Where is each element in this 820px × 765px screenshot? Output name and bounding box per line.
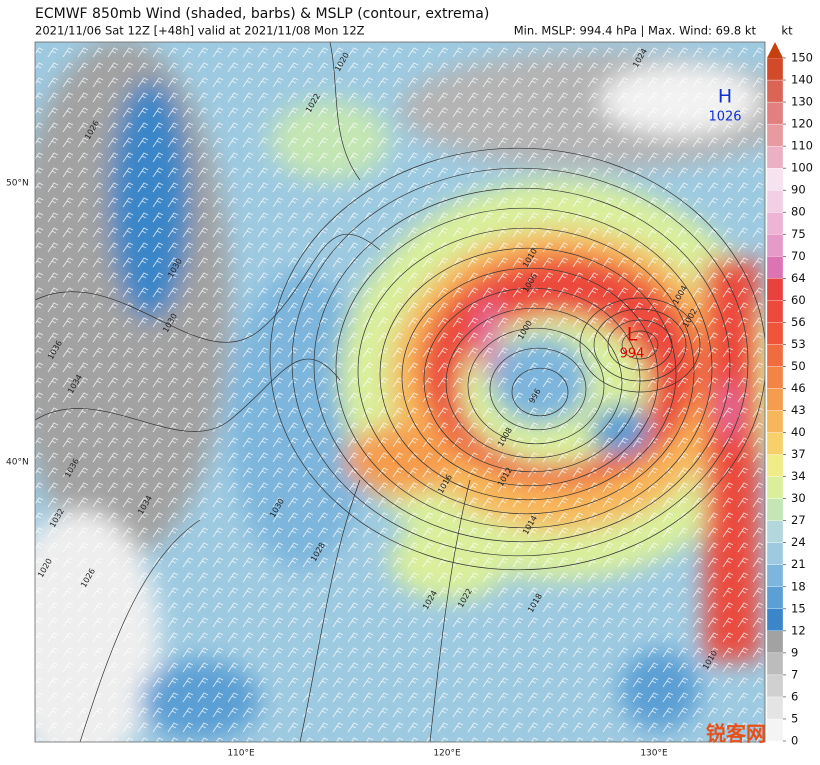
colorbar-bin bbox=[766, 454, 784, 477]
colorbar-label: 40 bbox=[791, 425, 806, 439]
isobar bbox=[511, 367, 569, 417]
colorbar-label: 27 bbox=[791, 513, 806, 527]
colorbar-label: 120 bbox=[791, 117, 813, 131]
colorbar-label: 60 bbox=[791, 293, 806, 307]
isobar bbox=[579, 297, 701, 393]
colorbar-bin bbox=[766, 278, 784, 301]
colorbar-label: 12 bbox=[791, 623, 806, 637]
isobar bbox=[379, 247, 677, 501]
colorbar-bin bbox=[766, 410, 784, 433]
colorbar-label: 30 bbox=[791, 491, 806, 505]
colorbar-bin bbox=[766, 190, 784, 213]
colorbar-label: 24 bbox=[791, 535, 806, 549]
colorbar-bin bbox=[766, 366, 784, 389]
colorbar-bin bbox=[766, 674, 784, 698]
isobar bbox=[593, 308, 687, 382]
colorbar-label: 80 bbox=[791, 205, 806, 219]
title: ECMWF 850mb Wind (shaded, barbs) & MSLP … bbox=[35, 6, 489, 22]
colorbar-label: 53 bbox=[791, 337, 806, 351]
colorbar-label: 37 bbox=[791, 447, 806, 461]
watermark: 锐客网 bbox=[706, 722, 766, 746]
low-symbol: L bbox=[627, 324, 638, 346]
colorbar-label: 5 bbox=[791, 711, 798, 725]
high-symbol: H bbox=[718, 86, 732, 108]
colorbar-bin bbox=[766, 542, 784, 565]
colorbar-label: 75 bbox=[791, 227, 806, 241]
colorbar-label: 34 bbox=[791, 469, 806, 483]
colorbar-bin bbox=[766, 212, 784, 235]
colorbar-bin bbox=[766, 696, 784, 720]
isobar bbox=[621, 330, 659, 360]
colorbar-label: 64 bbox=[791, 271, 806, 285]
colorbar-label: 21 bbox=[791, 557, 806, 571]
colorbar-label: 0 bbox=[791, 734, 798, 748]
colorbar-bin bbox=[766, 79, 784, 103]
colorbar-bin bbox=[766, 564, 784, 587]
isobar bbox=[269, 147, 765, 571]
colorbar-bin bbox=[766, 322, 784, 345]
high-value: 1026 bbox=[708, 110, 741, 125]
colorbar-label: 43 bbox=[791, 403, 806, 417]
colorbar-label: 18 bbox=[791, 579, 806, 593]
colorbar-bin bbox=[766, 476, 784, 499]
colorbar-label: 46 bbox=[791, 381, 806, 395]
colorbar-bin bbox=[766, 608, 784, 631]
colorbar-bin bbox=[766, 145, 784, 169]
low-value: 994 bbox=[620, 347, 645, 362]
stats: Min. MSLP: 994.4 hPa | Max. Wind: 69.8 k… bbox=[514, 24, 757, 38]
isobar bbox=[313, 187, 731, 543]
colorbar-bin bbox=[766, 388, 784, 411]
map-area bbox=[35, 42, 765, 742]
isobar bbox=[335, 207, 713, 529]
colorbar-bin bbox=[766, 718, 784, 742]
colorbar-label: 70 bbox=[791, 249, 806, 263]
lat-label: 40°N bbox=[6, 458, 29, 468]
colorbar-bin bbox=[766, 520, 784, 543]
colorbar-label: 90 bbox=[791, 183, 806, 197]
colorbar-bin bbox=[766, 57, 784, 81]
isobar bbox=[401, 267, 659, 487]
isobar bbox=[467, 327, 605, 445]
colorbar-label: 9 bbox=[791, 645, 798, 659]
isobar bbox=[357, 227, 695, 515]
colorbar-bin bbox=[766, 498, 784, 521]
lon-label: 120°E bbox=[433, 749, 461, 759]
colorbar-unit: kt bbox=[781, 24, 793, 38]
isobar bbox=[423, 287, 641, 473]
colorbar-label: 110 bbox=[791, 139, 813, 153]
isobar bbox=[607, 319, 673, 371]
colorbar-extend bbox=[767, 42, 783, 58]
lon-label: 110°E bbox=[227, 749, 255, 759]
colorbar-label: 6 bbox=[791, 689, 798, 703]
lon-label: 130°E bbox=[640, 749, 668, 759]
colorbar-bin bbox=[766, 630, 784, 654]
colorbar-label: 140 bbox=[791, 73, 813, 87]
colorbar-bin bbox=[766, 234, 784, 257]
isobar bbox=[445, 307, 623, 459]
isobar bbox=[489, 347, 587, 431]
colorbar-bin bbox=[766, 652, 784, 676]
colorbar-bin bbox=[766, 586, 784, 609]
colorbar-bin bbox=[766, 300, 784, 323]
colorbar-bin bbox=[766, 344, 784, 367]
colorbar-bin bbox=[766, 168, 784, 191]
subtitle: 2021/11/06 Sat 12Z [+48h] valid at 2021/… bbox=[35, 24, 365, 38]
colorbar-label: 15 bbox=[791, 601, 806, 615]
colorbar-label: 7 bbox=[791, 667, 798, 681]
colorbar-bin bbox=[766, 101, 784, 125]
colorbar-label: 56 bbox=[791, 315, 806, 329]
colorbar-bin bbox=[766, 432, 784, 455]
lat-label: 50°N bbox=[6, 179, 29, 189]
colorbar-bin bbox=[766, 123, 784, 147]
isobars bbox=[35, 42, 765, 742]
colorbar-label: 130 bbox=[791, 95, 813, 109]
colorbar-label: 150 bbox=[791, 51, 813, 65]
colorbar-bin bbox=[766, 256, 784, 279]
isobar bbox=[291, 167, 749, 557]
colorbar-label: 100 bbox=[791, 161, 813, 175]
colorbar-label: 50 bbox=[791, 359, 806, 373]
